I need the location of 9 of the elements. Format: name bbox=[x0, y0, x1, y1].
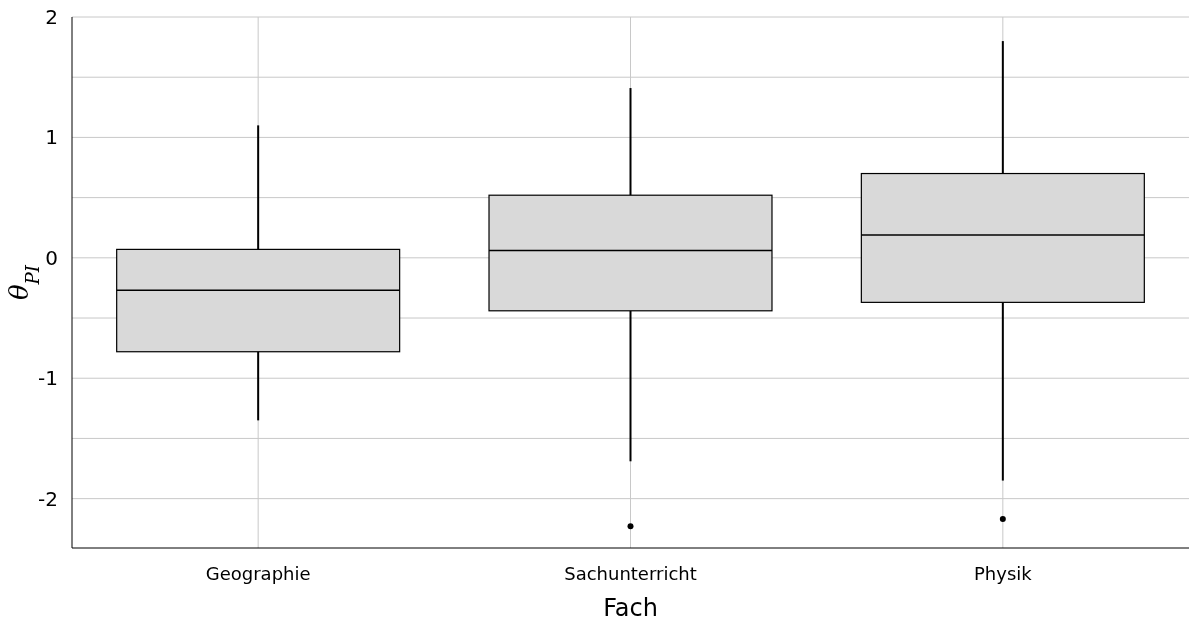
x-tick-label: Sachunterricht bbox=[564, 563, 697, 584]
y-tick-label: -2 bbox=[38, 486, 58, 511]
x-tick-label: Geographie bbox=[205, 563, 311, 584]
y-tick-label: -1 bbox=[38, 366, 58, 391]
x-axis-title: Fach bbox=[603, 594, 658, 622]
x-tick-label: Physik bbox=[973, 563, 1033, 584]
y-tick-label: 0 bbox=[45, 245, 58, 270]
y-tick-label: 2 bbox=[45, 5, 58, 29]
y-tick-label: 1 bbox=[45, 125, 58, 150]
